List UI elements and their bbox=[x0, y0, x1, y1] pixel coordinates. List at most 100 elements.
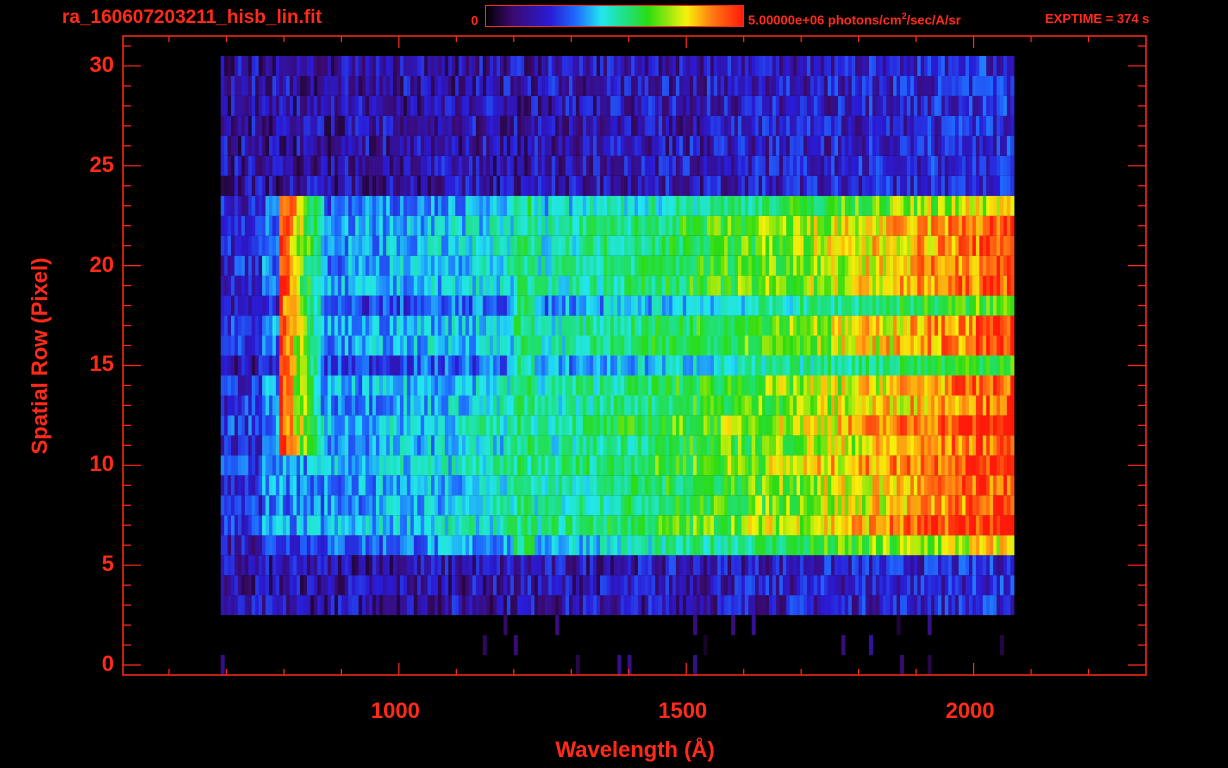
heatmap-cell bbox=[651, 455, 656, 476]
heatmap-cell bbox=[958, 355, 963, 376]
heatmap-cell bbox=[593, 395, 598, 416]
heatmap-cell bbox=[517, 535, 522, 556]
heatmap-cell bbox=[858, 315, 863, 336]
heatmap-cell bbox=[382, 515, 387, 536]
heatmap-cell bbox=[734, 515, 739, 536]
heatmap-cell bbox=[220, 255, 225, 276]
heatmap-cell bbox=[706, 575, 711, 596]
heatmap-cell bbox=[513, 315, 518, 336]
heatmap-cell bbox=[700, 555, 704, 576]
heatmap-cell bbox=[737, 535, 742, 556]
heatmap-cell bbox=[413, 475, 418, 496]
heatmap-cell bbox=[624, 375, 629, 396]
heatmap-cell bbox=[644, 455, 649, 476]
heatmap-cell bbox=[927, 435, 932, 456]
heatmap-cell bbox=[744, 555, 749, 576]
heatmap-cell bbox=[331, 295, 335, 316]
heatmap-cell bbox=[979, 555, 984, 576]
heatmap-cell bbox=[875, 355, 880, 376]
heatmap-cell bbox=[896, 475, 901, 496]
heatmap-cell bbox=[406, 195, 411, 216]
heatmap-cell bbox=[641, 495, 646, 516]
heatmap-cell bbox=[803, 315, 808, 336]
heatmap-cell bbox=[969, 415, 973, 436]
heatmap-cell bbox=[541, 295, 546, 316]
heatmap-cell bbox=[220, 555, 225, 576]
heatmap-cell bbox=[313, 175, 318, 196]
heatmap-cell bbox=[527, 315, 532, 336]
heatmap-cell bbox=[534, 415, 539, 436]
heatmap-cell bbox=[475, 315, 480, 336]
heatmap-cell bbox=[475, 555, 480, 576]
heatmap-cell bbox=[493, 515, 498, 536]
heatmap-cell bbox=[882, 555, 887, 576]
heatmap-cell bbox=[424, 595, 429, 616]
heatmap-cell bbox=[1000, 275, 1004, 296]
heatmap-cell bbox=[220, 655, 225, 675]
heatmap-cell bbox=[1010, 235, 1015, 256]
heatmap-cell bbox=[934, 595, 939, 616]
heatmap-cell bbox=[796, 595, 801, 616]
heatmap-cell bbox=[310, 575, 315, 596]
heatmap-cell bbox=[431, 595, 435, 616]
heatmap-cell bbox=[369, 475, 373, 496]
heatmap-cell bbox=[472, 235, 477, 256]
heatmap-cell bbox=[448, 195, 453, 216]
heatmap-cell bbox=[931, 415, 936, 436]
heatmap-cell bbox=[1000, 515, 1004, 536]
heatmap-cell bbox=[262, 275, 267, 296]
heatmap-cell bbox=[869, 255, 873, 276]
heatmap-cell bbox=[717, 315, 722, 336]
heatmap-cell bbox=[1010, 415, 1015, 436]
heatmap-cell bbox=[662, 335, 667, 356]
heatmap-cell bbox=[293, 215, 298, 236]
heatmap-cell bbox=[375, 335, 380, 356]
heatmap-cell bbox=[896, 195, 901, 216]
heatmap-cell bbox=[293, 555, 298, 576]
heatmap-cell bbox=[820, 315, 825, 336]
heatmap-cell bbox=[300, 515, 304, 536]
heatmap-cell bbox=[375, 455, 380, 476]
heatmap-cell bbox=[506, 415, 511, 436]
heatmap-cell bbox=[386, 395, 391, 416]
heatmap-cell bbox=[1003, 535, 1008, 556]
heatmap-cell bbox=[855, 255, 860, 276]
heatmap-cell bbox=[300, 435, 304, 456]
heatmap-cell bbox=[434, 295, 439, 316]
heatmap-cell bbox=[265, 215, 270, 236]
heatmap-cell bbox=[413, 275, 418, 296]
heatmap-cell bbox=[289, 355, 294, 376]
heatmap-cell bbox=[334, 335, 339, 356]
heatmap-cell bbox=[637, 595, 642, 616]
heatmap-cell bbox=[762, 195, 767, 216]
heatmap-cell bbox=[727, 555, 732, 576]
heatmap-cell bbox=[475, 375, 480, 396]
heatmap-cell bbox=[572, 435, 577, 456]
heatmap-cell bbox=[579, 575, 584, 596]
heatmap-cell bbox=[689, 175, 694, 196]
heatmap-cell bbox=[717, 375, 722, 396]
heatmap-cell bbox=[731, 335, 736, 356]
heatmap-cell bbox=[479, 175, 484, 196]
heatmap-cell bbox=[244, 255, 249, 276]
heatmap-cell bbox=[575, 255, 580, 276]
heatmap-cell bbox=[710, 495, 715, 516]
heatmap-cell bbox=[662, 355, 667, 376]
heatmap-cell bbox=[513, 275, 518, 296]
heatmap-cell bbox=[255, 455, 260, 476]
heatmap-cell bbox=[565, 375, 570, 396]
heatmap-cell bbox=[693, 395, 698, 416]
heatmap-cell bbox=[555, 495, 560, 516]
heatmap-cell bbox=[941, 295, 946, 316]
heatmap-cell bbox=[737, 255, 742, 276]
heatmap-cell bbox=[310, 495, 315, 516]
heatmap-cell bbox=[237, 535, 242, 556]
heatmap-cell bbox=[975, 495, 980, 516]
heatmap-cell bbox=[796, 555, 801, 576]
heatmap-cell bbox=[517, 255, 522, 276]
heatmap-cell bbox=[627, 335, 632, 356]
heatmap-cell bbox=[372, 175, 377, 196]
heatmap-cell bbox=[700, 195, 704, 216]
heatmap-cell bbox=[700, 535, 704, 556]
heatmap-cell bbox=[710, 575, 715, 596]
